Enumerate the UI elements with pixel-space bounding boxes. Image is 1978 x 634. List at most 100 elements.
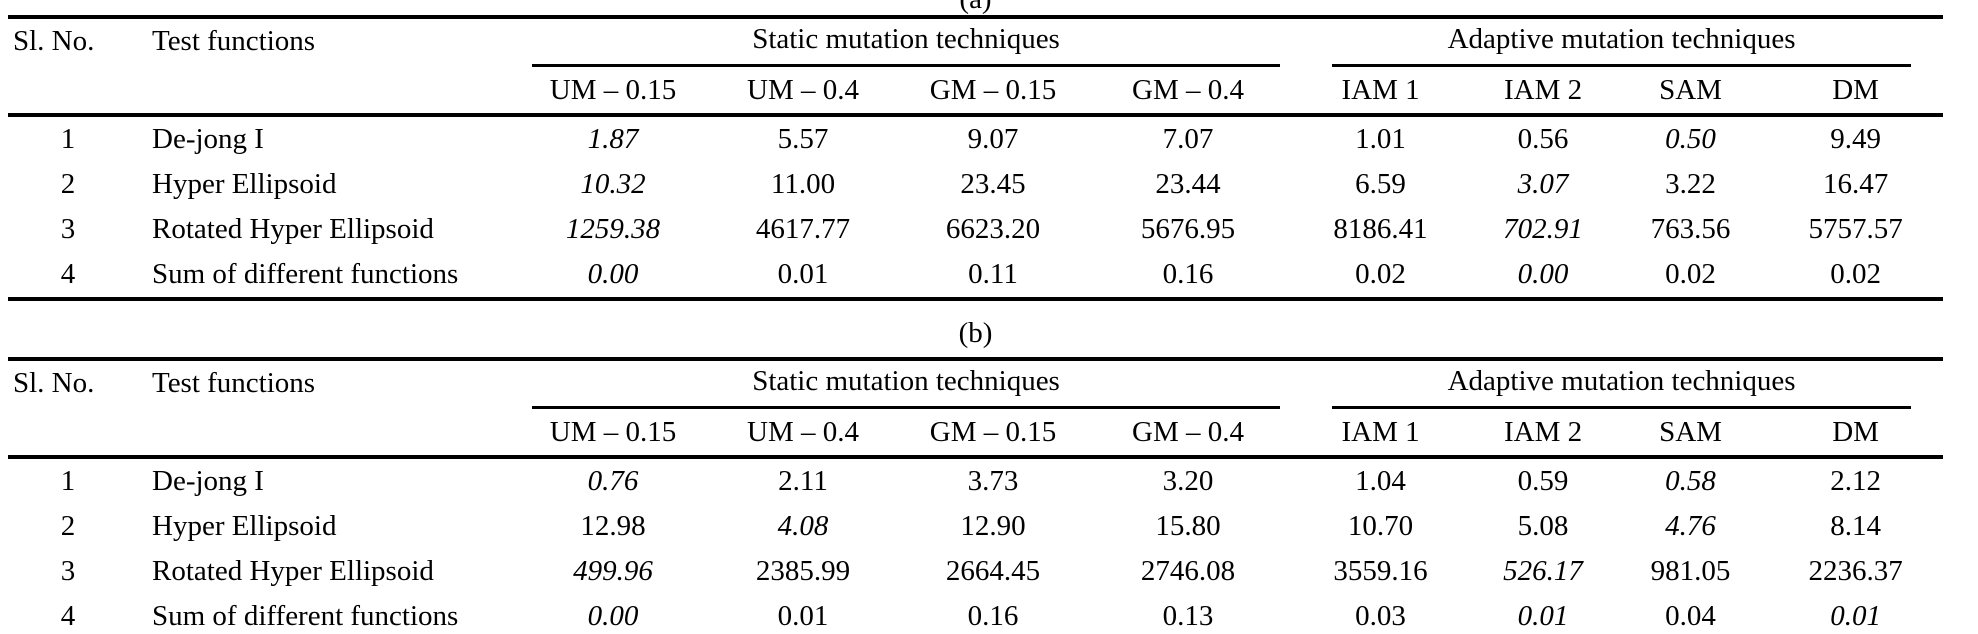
value-cell: 2.11 [708, 455, 898, 504]
value-cell: 11.00 [770, 168, 836, 200]
value-cell: 6623.20 [945, 213, 1041, 245]
column-header: SAM [1659, 73, 1722, 106]
table-row: 3 Rotated Hyper Ellipsoid 499.96 2385.99… [8, 549, 1943, 594]
table-a-caption: (a) [8, 0, 1943, 15]
table-row: 4 Sum of different functions 0.00 0.01 0… [8, 594, 1943, 634]
table-row: 4 Sum of different functions 0.00 0.01 0… [8, 252, 1943, 299]
value-cell: 10.70 [1347, 510, 1414, 542]
value-cell: 1259.38 [565, 213, 661, 245]
value-cell: 1.04 [1288, 455, 1474, 504]
value-cell: 0.59 [1473, 455, 1614, 504]
column-header: GM – 0.4 [1132, 73, 1245, 106]
column-header: GM – 0.15 [929, 415, 1057, 448]
table-row: 3 Rotated Hyper Ellipsoid 1259.38 4617.7… [8, 207, 1943, 252]
value-cell: 7.07 [1088, 113, 1289, 162]
value-cell: 9.07 [898, 113, 1088, 162]
value-cell: 0.01 [777, 258, 829, 290]
slno-column-header: Sl. No. [13, 367, 95, 399]
table-row: 1 De-jong I 1.87 5.57 9.07 7.07 1.01 0.5… [8, 113, 1944, 162]
column-header: IAM 1 [1341, 73, 1420, 106]
adaptive-group-header: Adaptive mutation techniques [1288, 359, 1943, 409]
table-b-caption: (b) [958, 317, 993, 349]
table-b-group-header-row: Sl. No. Test functions Static mutation t… [8, 359, 1943, 409]
value-cell: 23.45 [960, 168, 1026, 200]
value-cell: 2385.99 [755, 555, 851, 587]
static-group-header: Static mutation techniques [518, 17, 1288, 67]
column-header: DM [1832, 73, 1879, 106]
value-cell: 3.07 [1517, 168, 1569, 200]
value-cell: 4.76 [1665, 510, 1716, 542]
value-cell: 6.59 [1355, 168, 1406, 200]
value-cell: 8.14 [1830, 510, 1881, 542]
value-cell: 2236.37 [1808, 555, 1903, 587]
column-header: IAM 1 [1341, 415, 1420, 448]
value-cell: 0.16 [1162, 258, 1214, 290]
value-cell: 9.49 [1768, 113, 1944, 162]
value-cell: 0.56 [1473, 113, 1614, 162]
row-number: 4 [60, 258, 76, 290]
row-number: 2 [60, 168, 76, 200]
value-cell: 0.02 [1830, 258, 1881, 290]
value-cell: 4.08 [777, 510, 829, 542]
table-b-column-header-row: UM – 0.15 UM – 0.4 GM – 0.15 GM – 0.4 IA… [8, 409, 1943, 457]
value-cell: 0.04 [1665, 600, 1716, 632]
column-header: GM – 0.4 [1132, 415, 1245, 448]
value-cell: 0.03 [1355, 600, 1406, 632]
column-header: UM – 0.15 [549, 415, 677, 448]
static-group-label: Static mutation techniques [532, 19, 1281, 67]
value-cell: 981.05 [1650, 555, 1731, 587]
adaptive-group-label: Adaptive mutation techniques [1332, 19, 1912, 67]
test-function-name: Sum of different functions [152, 258, 459, 290]
table-row: 2 Hyper Ellipsoid 10.32 11.00 23.45 23.4… [8, 162, 1943, 207]
table-a: Sl. No. Test functions Static mutation t… [8, 15, 1944, 301]
value-cell: 10.32 [580, 168, 646, 200]
value-cell: 15.80 [1155, 510, 1221, 542]
column-header: DM [1832, 415, 1879, 448]
value-cell: 12.98 [580, 510, 646, 542]
test-function-name: Sum of different functions [152, 600, 459, 632]
table-a-column-header-row: UM – 0.15 UM – 0.4 GM – 0.15 GM – 0.4 IA… [8, 67, 1943, 115]
column-header: IAM 2 [1503, 415, 1583, 448]
table-a-group-header-row: Sl. No. Test functions Static mutation t… [8, 17, 1943, 67]
static-group-label: Static mutation techniques [532, 361, 1281, 409]
value-cell: 499.96 [573, 555, 653, 587]
value-cell: 0.01 [777, 600, 829, 632]
value-cell: 3.22 [1665, 168, 1716, 200]
test-functions-column-header: Test functions [152, 367, 316, 399]
value-cell: 0.02 [1355, 258, 1406, 290]
value-cell: 16.47 [1822, 168, 1889, 200]
value-cell: 1.87 [518, 113, 708, 162]
table-row: 1 De-jong I 0.76 2.11 3.73 3.20 1.04 0.5… [8, 455, 1944, 504]
adaptive-group-label: Adaptive mutation techniques [1332, 361, 1912, 409]
paper-results-page: (a) Sl. No. Test functions Static mutati… [8, 0, 1944, 634]
value-cell: 0.76 [518, 455, 708, 504]
value-cell: 3.73 [898, 455, 1088, 504]
column-header: UM – 0.15 [549, 73, 677, 106]
value-cell: 0.01 [1830, 600, 1881, 632]
value-cell: 2664.45 [945, 555, 1041, 587]
row-number: 1 [8, 113, 128, 162]
value-cell: 0.11 [968, 258, 1018, 290]
value-cell: 8186.41 [1333, 213, 1428, 245]
test-function-name: De-jong I [128, 455, 518, 504]
slno-column-header: Sl. No. [13, 25, 95, 57]
test-function-name: Hyper Ellipsoid [152, 168, 337, 200]
column-header: UM – 0.4 [747, 415, 859, 448]
value-cell: 1.01 [1288, 113, 1474, 162]
test-function-name: Rotated Hyper Ellipsoid [152, 213, 434, 245]
value-cell: 0.01 [1517, 600, 1569, 632]
value-cell: 5.57 [708, 113, 898, 162]
row-number: 1 [8, 455, 128, 504]
table-b: Sl. No. Test functions Static mutation t… [8, 357, 1944, 634]
value-cell: 3559.16 [1333, 555, 1428, 587]
value-cell: 2746.08 [1140, 555, 1236, 587]
value-cell: 0.00 [587, 258, 639, 290]
value-cell: 0.00 [587, 600, 639, 632]
static-group-header: Static mutation techniques [518, 359, 1288, 409]
test-function-name: De-jong I [128, 113, 518, 162]
value-cell: 4617.77 [755, 213, 851, 245]
column-header: SAM [1659, 415, 1722, 448]
table-row: 2 Hyper Ellipsoid 12.98 4.08 12.90 15.80… [8, 504, 1943, 549]
value-cell: 763.56 [1650, 213, 1731, 245]
value-cell: 3.20 [1088, 455, 1289, 504]
